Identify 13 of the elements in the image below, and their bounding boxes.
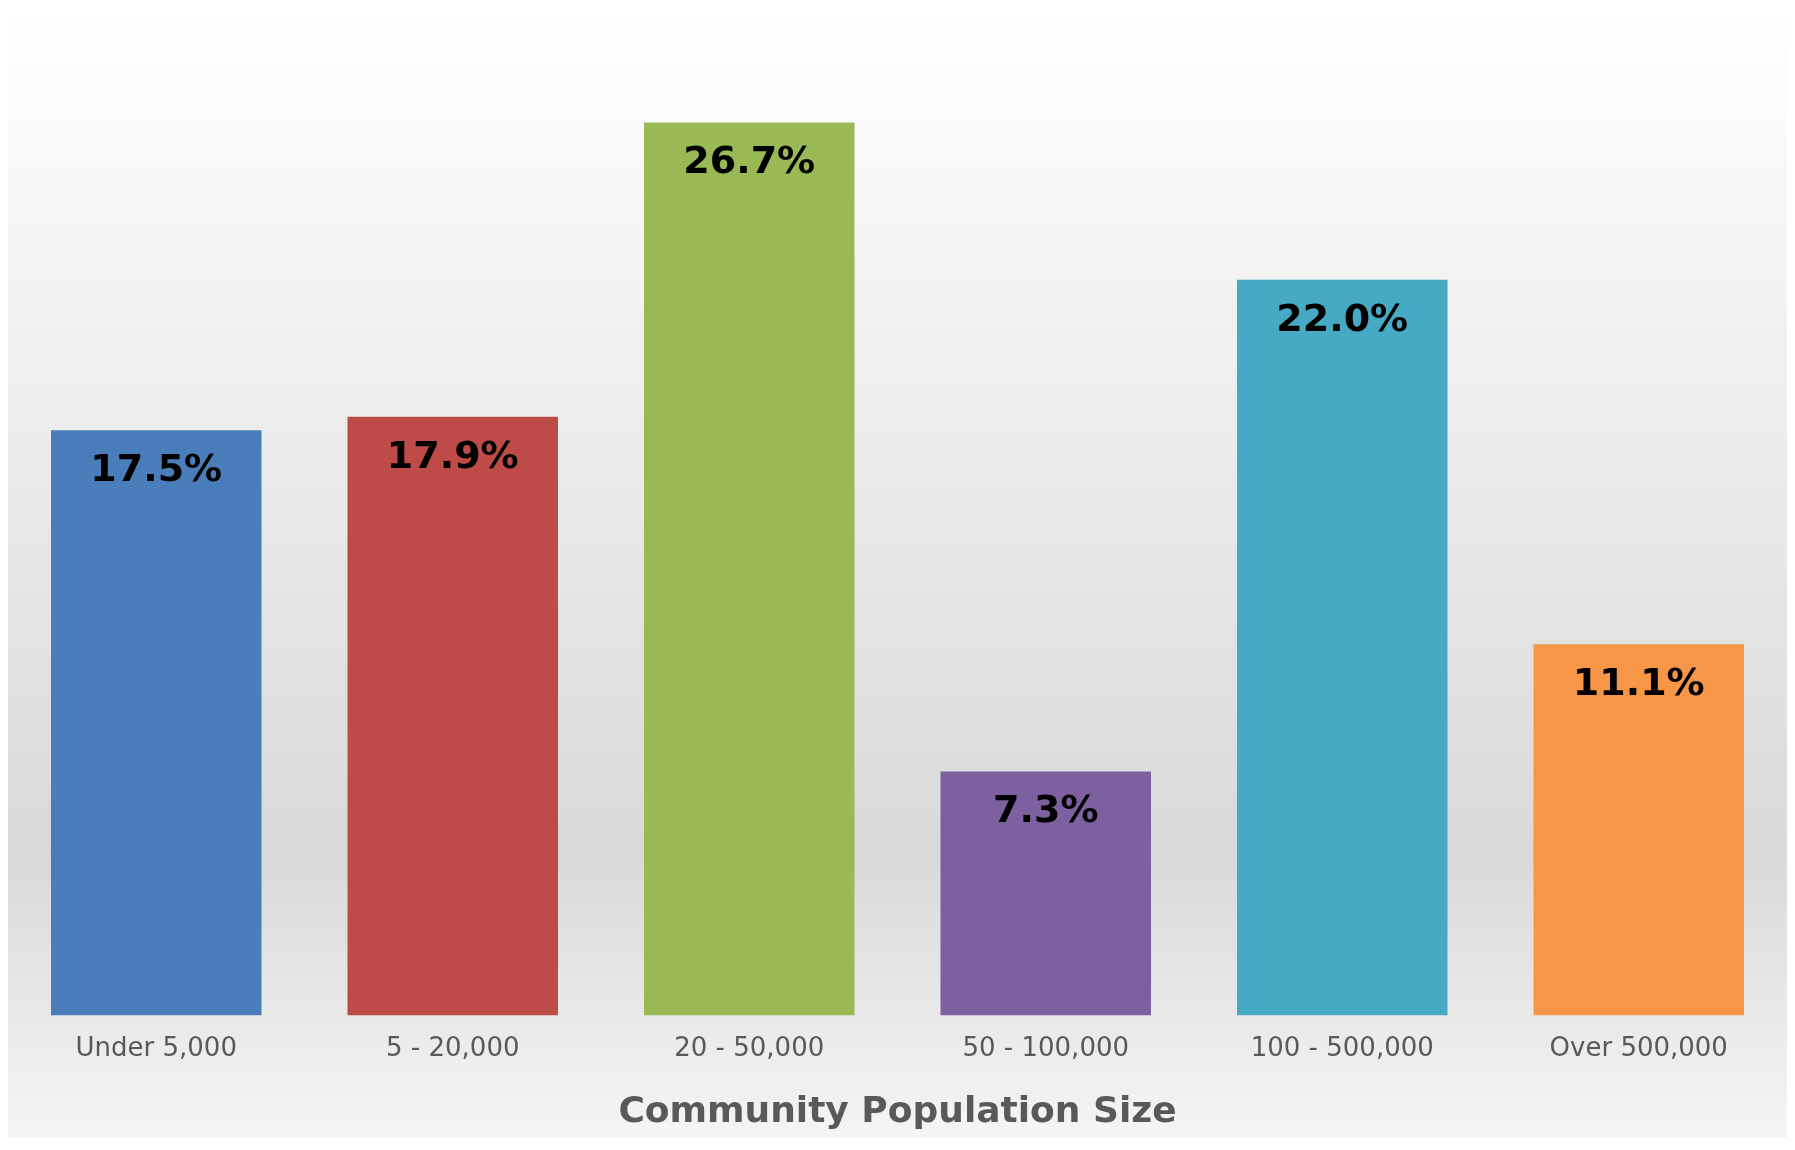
x-axis-title: Community Population Size bbox=[618, 1088, 1177, 1130]
data-label: 7.3% bbox=[993, 787, 1099, 832]
x-tick-label: 5 - 20,000 bbox=[386, 1031, 520, 1062]
x-tick-label: 100 - 500,000 bbox=[1250, 1031, 1434, 1062]
x-tick-label: 50 - 100,000 bbox=[962, 1031, 1130, 1062]
x-tick-label: Under 5,000 bbox=[75, 1031, 237, 1062]
x-tick-label: 20 - 50,000 bbox=[674, 1031, 825, 1062]
data-label: 26.7% bbox=[683, 138, 816, 183]
data-label: 17.5% bbox=[90, 446, 223, 491]
data-label: 11.1% bbox=[1572, 660, 1705, 705]
data-label: 22.0% bbox=[1276, 295, 1409, 340]
x-tick-label: Over 500,000 bbox=[1549, 1031, 1728, 1062]
data-label: 17.9% bbox=[386, 432, 519, 477]
